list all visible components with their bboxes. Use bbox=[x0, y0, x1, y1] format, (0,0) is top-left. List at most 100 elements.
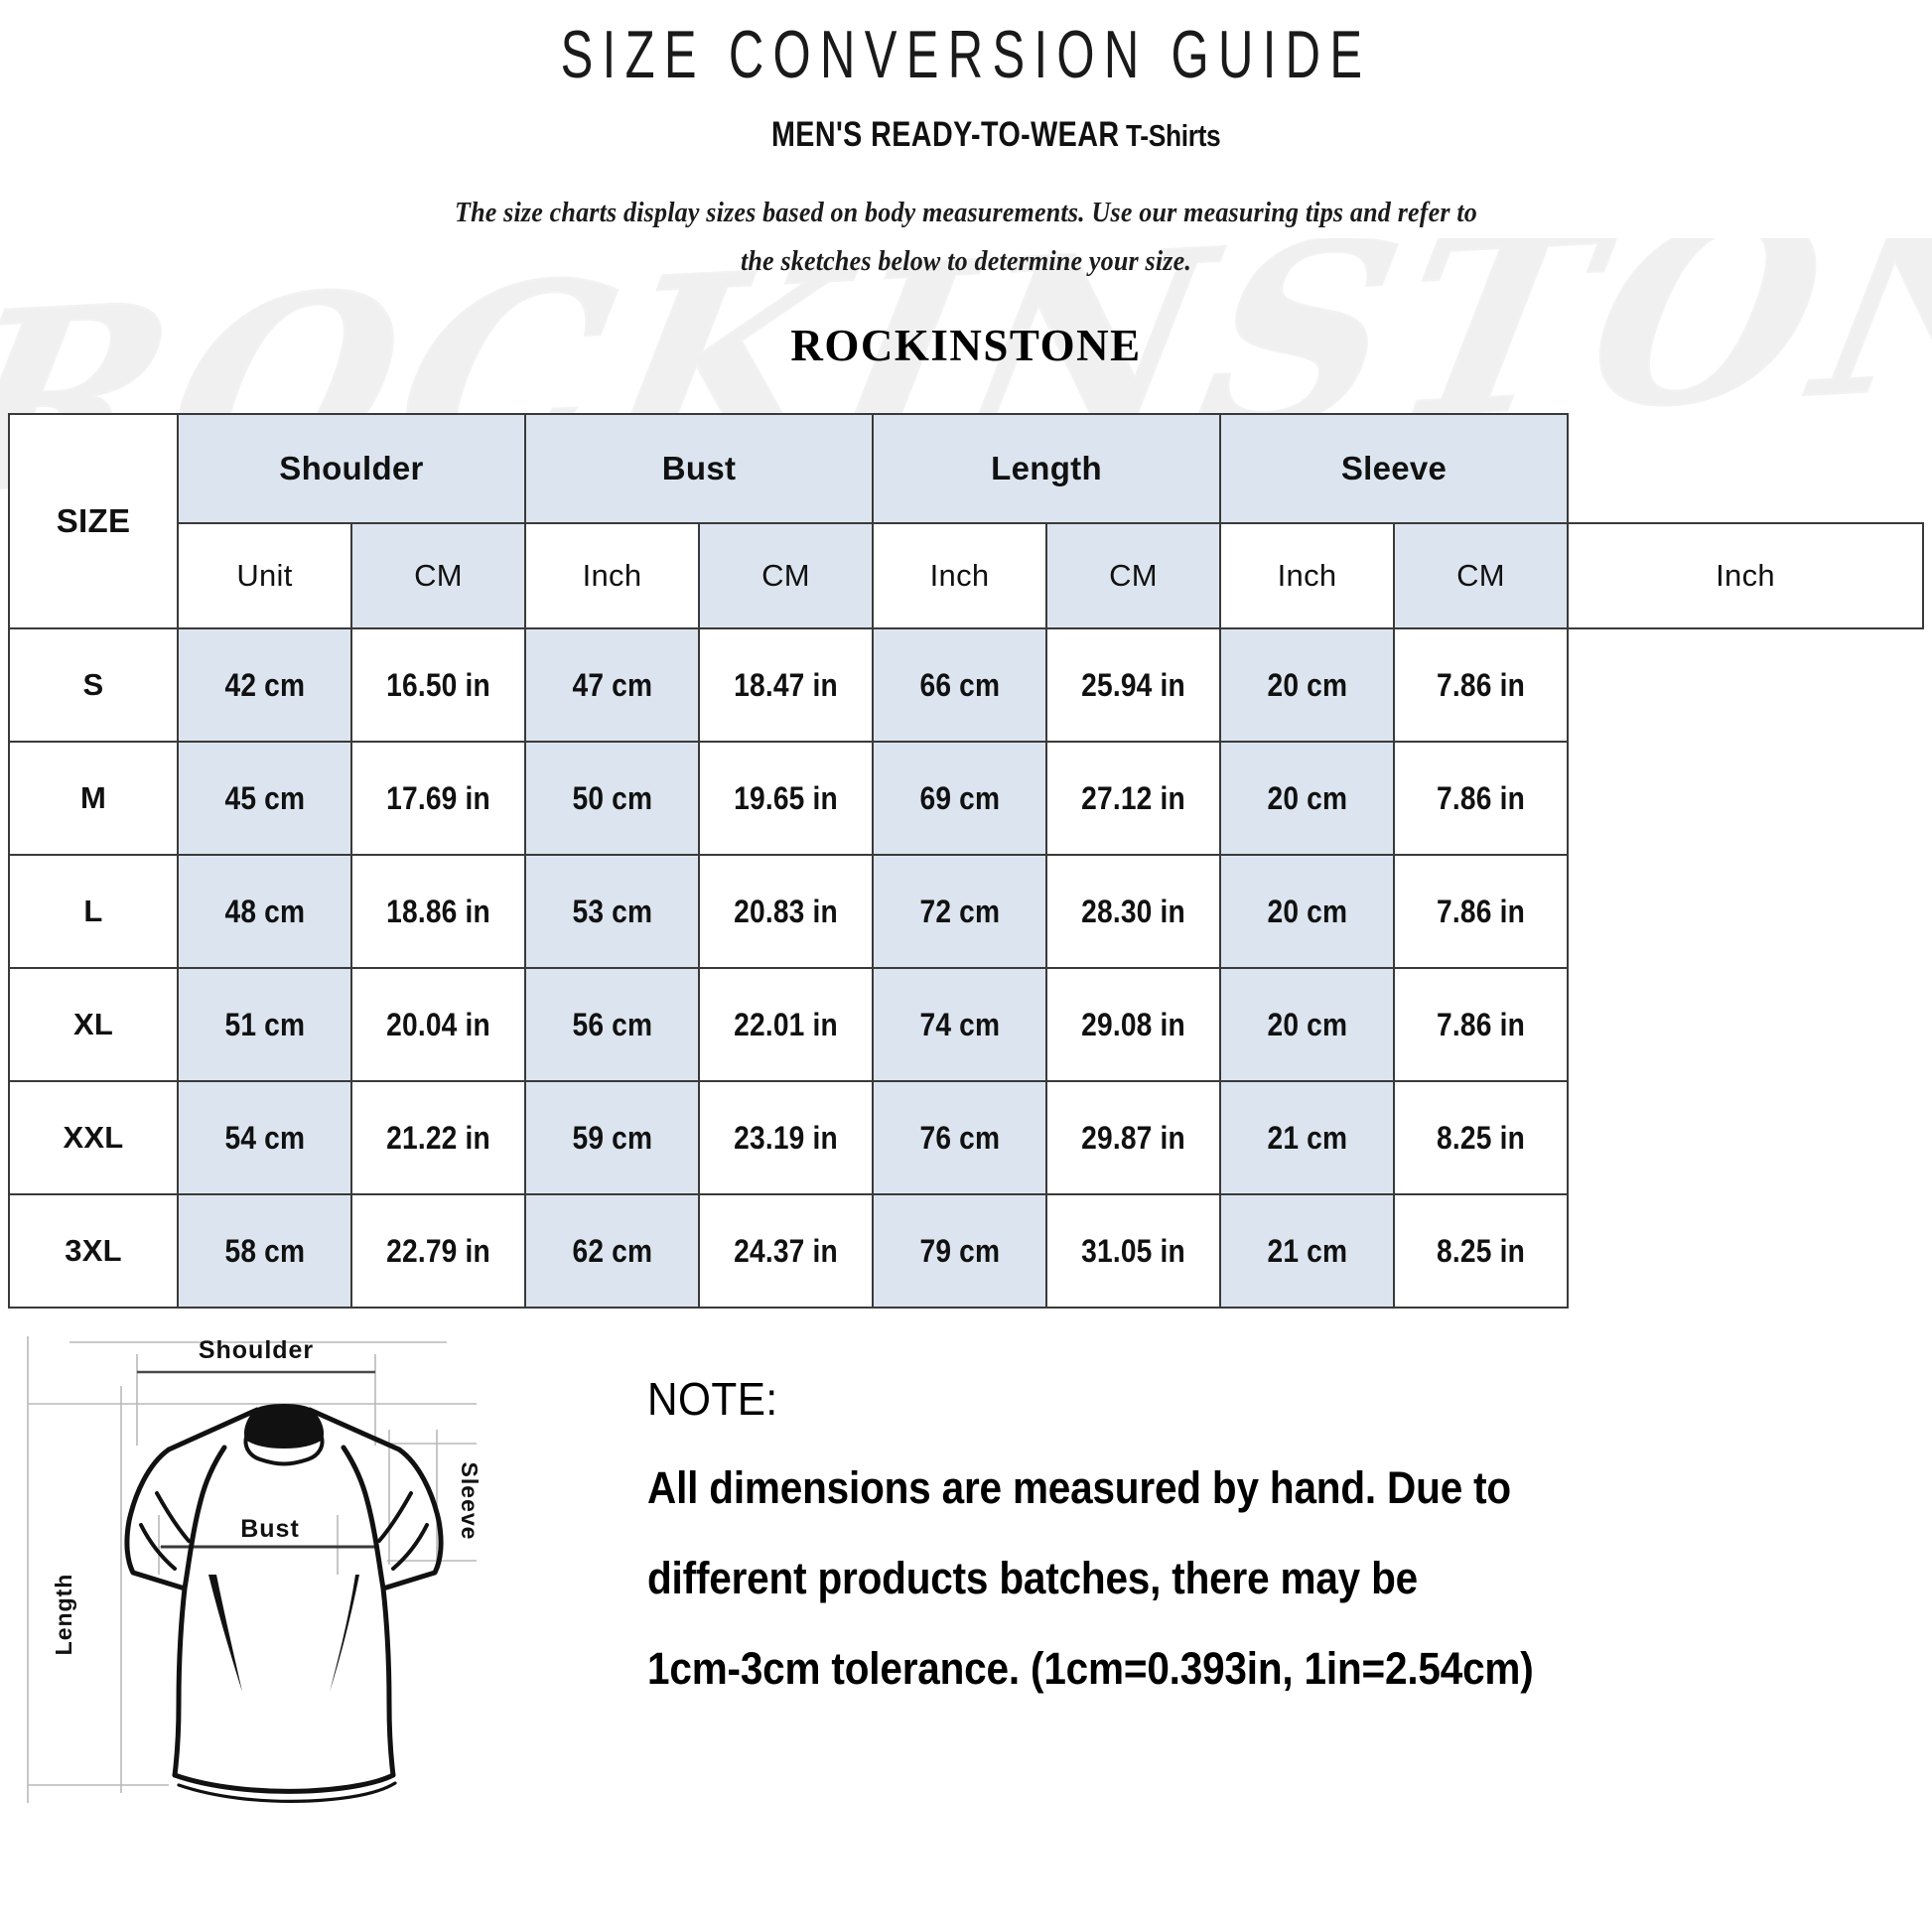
cell-value: 76 cm bbox=[919, 1119, 1000, 1156]
cell-bust-inch: 24.37 in bbox=[697, 1193, 875, 1310]
cell-value: 29.87 in bbox=[1081, 1119, 1185, 1156]
cell-value: 16.50 in bbox=[386, 666, 490, 703]
cell-value: 79 cm bbox=[919, 1232, 1000, 1269]
cell-sleeve-cm: 20 cm bbox=[1219, 627, 1396, 744]
cell-bust-cm: 53 cm bbox=[524, 854, 700, 970]
cell-value: 27.12 in bbox=[1081, 779, 1185, 816]
cell-bust-inch: 18.47 in bbox=[697, 627, 875, 744]
tshirt-collar bbox=[243, 1404, 325, 1466]
cell-bust-inch: 20.83 in bbox=[697, 854, 875, 970]
cell-value: 29.08 in bbox=[1081, 1006, 1185, 1042]
table-row: M 45 cm 17.69 in 50 cm 19.65 in 69 cm 27… bbox=[8, 741, 1923, 857]
cell-shoulder-inch: 20.04 in bbox=[350, 967, 526, 1083]
header-unit-bust-cm: CM bbox=[697, 522, 875, 630]
cell-length-inch: 29.08 in bbox=[1045, 967, 1222, 1083]
header-group-bust: Bust bbox=[523, 413, 875, 525]
note-line-3: 1cm-3cm tolerance. (1cm=0.393in, 1in=2.5… bbox=[647, 1643, 1534, 1695]
cell-value: 25.94 in bbox=[1081, 666, 1185, 703]
cell-value: 22.79 in bbox=[386, 1232, 490, 1269]
row-size-label: 3XL bbox=[8, 1193, 179, 1310]
cell-length-cm: 74 cm bbox=[872, 967, 1048, 1083]
cell-sleeve-inch: 8.25 in bbox=[1393, 1080, 1570, 1196]
cell-value: 20 cm bbox=[1267, 893, 1347, 929]
page-title: SIZE CONVERSION GUIDE bbox=[560, 17, 1372, 92]
tshirt-measurement-diagram: Shoulder Bust Sleeve Length bbox=[10, 1326, 625, 1823]
header-size: SIZE bbox=[8, 413, 179, 630]
cell-value: 53 cm bbox=[572, 893, 652, 929]
cell-sleeve-inch: 7.86 in bbox=[1393, 627, 1570, 744]
diagram-label-length: Length bbox=[51, 1574, 76, 1656]
cell-shoulder-inch: 21.22 in bbox=[350, 1080, 526, 1196]
row-size-label: M bbox=[8, 741, 179, 857]
cell-length-inch: 27.12 in bbox=[1045, 741, 1222, 857]
header-unit-shoulder-cm: CM bbox=[350, 522, 526, 630]
cell-shoulder-inch: 17.69 in bbox=[350, 741, 526, 857]
cell-value: 47 cm bbox=[572, 666, 652, 703]
cell-bust-cm: 59 cm bbox=[524, 1080, 700, 1196]
table-header-units: Unit CM Inch CM Inch CM Inch CM Inch bbox=[9, 522, 1924, 630]
cell-sleeve-cm: 21 cm bbox=[1219, 1080, 1396, 1196]
size-conversion-table: SIZE Shoulder Bust Length Sleeve Unit CM… bbox=[8, 413, 1924, 1310]
header-unit-length-cm: CM bbox=[1045, 522, 1222, 630]
cell-length-cm: 79 cm bbox=[872, 1193, 1048, 1310]
cell-bust-cm: 47 cm bbox=[524, 627, 700, 744]
table-row: XL 51 cm 20.04 in 56 cm 22.01 in 74 cm 2… bbox=[8, 967, 1923, 1083]
cell-length-cm: 66 cm bbox=[872, 627, 1048, 744]
header-group-length: Length bbox=[872, 413, 1222, 525]
note-section: NOTE: All dimensions are measured by han… bbox=[625, 1326, 1932, 1691]
note-heading: NOTE: bbox=[647, 1373, 778, 1426]
cell-value: 31.05 in bbox=[1081, 1232, 1185, 1269]
cell-value: 7.86 in bbox=[1437, 1006, 1525, 1042]
cell-bust-cm: 56 cm bbox=[524, 967, 700, 1083]
cell-value: 28.30 in bbox=[1081, 893, 1185, 929]
cell-bust-cm: 50 cm bbox=[524, 741, 700, 857]
cell-value: 22.01 in bbox=[734, 1006, 838, 1042]
cell-sleeve-cm: 21 cm bbox=[1219, 1193, 1396, 1310]
cell-value: 51 cm bbox=[224, 1006, 305, 1042]
cell-sleeve-inch: 7.86 in bbox=[1393, 741, 1570, 857]
cell-sleeve-inch: 7.86 in bbox=[1393, 967, 1570, 1083]
cell-sleeve-cm: 20 cm bbox=[1219, 741, 1396, 857]
header-unit-label: Unit bbox=[177, 522, 352, 630]
cell-value: 50 cm bbox=[572, 779, 652, 816]
diagram-label-sleeve: Sleeve bbox=[457, 1462, 483, 1541]
measurement-guides bbox=[27, 1336, 477, 1804]
cell-value: 18.86 in bbox=[386, 893, 490, 929]
subtitle: MEN'S READY-TO-WEAR T-Shirts bbox=[0, 115, 1932, 155]
cell-value: 56 cm bbox=[572, 1006, 652, 1042]
subtitle-secondary: T-Shirts bbox=[1125, 118, 1221, 154]
cell-value: 59 cm bbox=[572, 1119, 652, 1156]
cell-shoulder-inch: 22.79 in bbox=[350, 1193, 526, 1310]
cell-shoulder-cm: 48 cm bbox=[177, 854, 352, 970]
table-row: 3XL 58 cm 22.79 in 62 cm 24.37 in 79 cm … bbox=[8, 1193, 1923, 1310]
cell-length-inch: 25.94 in bbox=[1045, 627, 1222, 744]
table-header-groups: SIZE Shoulder Bust Length Sleeve bbox=[8, 413, 1923, 630]
diagram-label-bust: Bust bbox=[240, 1515, 300, 1543]
cell-value: 24.37 in bbox=[734, 1232, 838, 1269]
tshirt-sketch-svg: Shoulder Bust Sleeve Length bbox=[27, 1336, 483, 1804]
cell-value: 54 cm bbox=[224, 1119, 305, 1156]
cell-value: 69 cm bbox=[919, 779, 1000, 816]
subtitle-primary: MEN'S READY-TO-WEAR bbox=[771, 115, 1120, 155]
cell-value: 23.19 in bbox=[734, 1119, 838, 1156]
cell-value: 72 cm bbox=[919, 893, 1000, 929]
cell-value: 21 cm bbox=[1267, 1232, 1347, 1269]
cell-shoulder-inch: 18.86 in bbox=[350, 854, 526, 970]
cell-value: 20 cm bbox=[1267, 1006, 1347, 1042]
header-unit-sleeve-cm: CM bbox=[1393, 522, 1570, 630]
header-unit-sleeve-inch: Inch bbox=[1567, 522, 1924, 630]
size-table-container: SIZE Shoulder Bust Length Sleeve Unit CM… bbox=[8, 413, 1924, 1310]
header-unit-length-inch: Inch bbox=[1219, 522, 1396, 630]
header-unit-bust-inch: Inch bbox=[872, 522, 1048, 630]
cell-value: 48 cm bbox=[224, 893, 305, 929]
cell-sleeve-inch: 8.25 in bbox=[1393, 1193, 1570, 1310]
cell-bust-inch: 22.01 in bbox=[697, 967, 875, 1083]
cell-shoulder-inch: 16.50 in bbox=[350, 627, 526, 744]
row-size-label: XXL bbox=[8, 1080, 179, 1196]
cell-value: 58 cm bbox=[224, 1232, 305, 1269]
cell-sleeve-cm: 20 cm bbox=[1219, 854, 1396, 970]
intro-paragraph: The size charts display sizes based on b… bbox=[454, 198, 1478, 278]
cell-length-inch: 31.05 in bbox=[1045, 1193, 1222, 1310]
tshirt-outline bbox=[124, 1407, 444, 1804]
